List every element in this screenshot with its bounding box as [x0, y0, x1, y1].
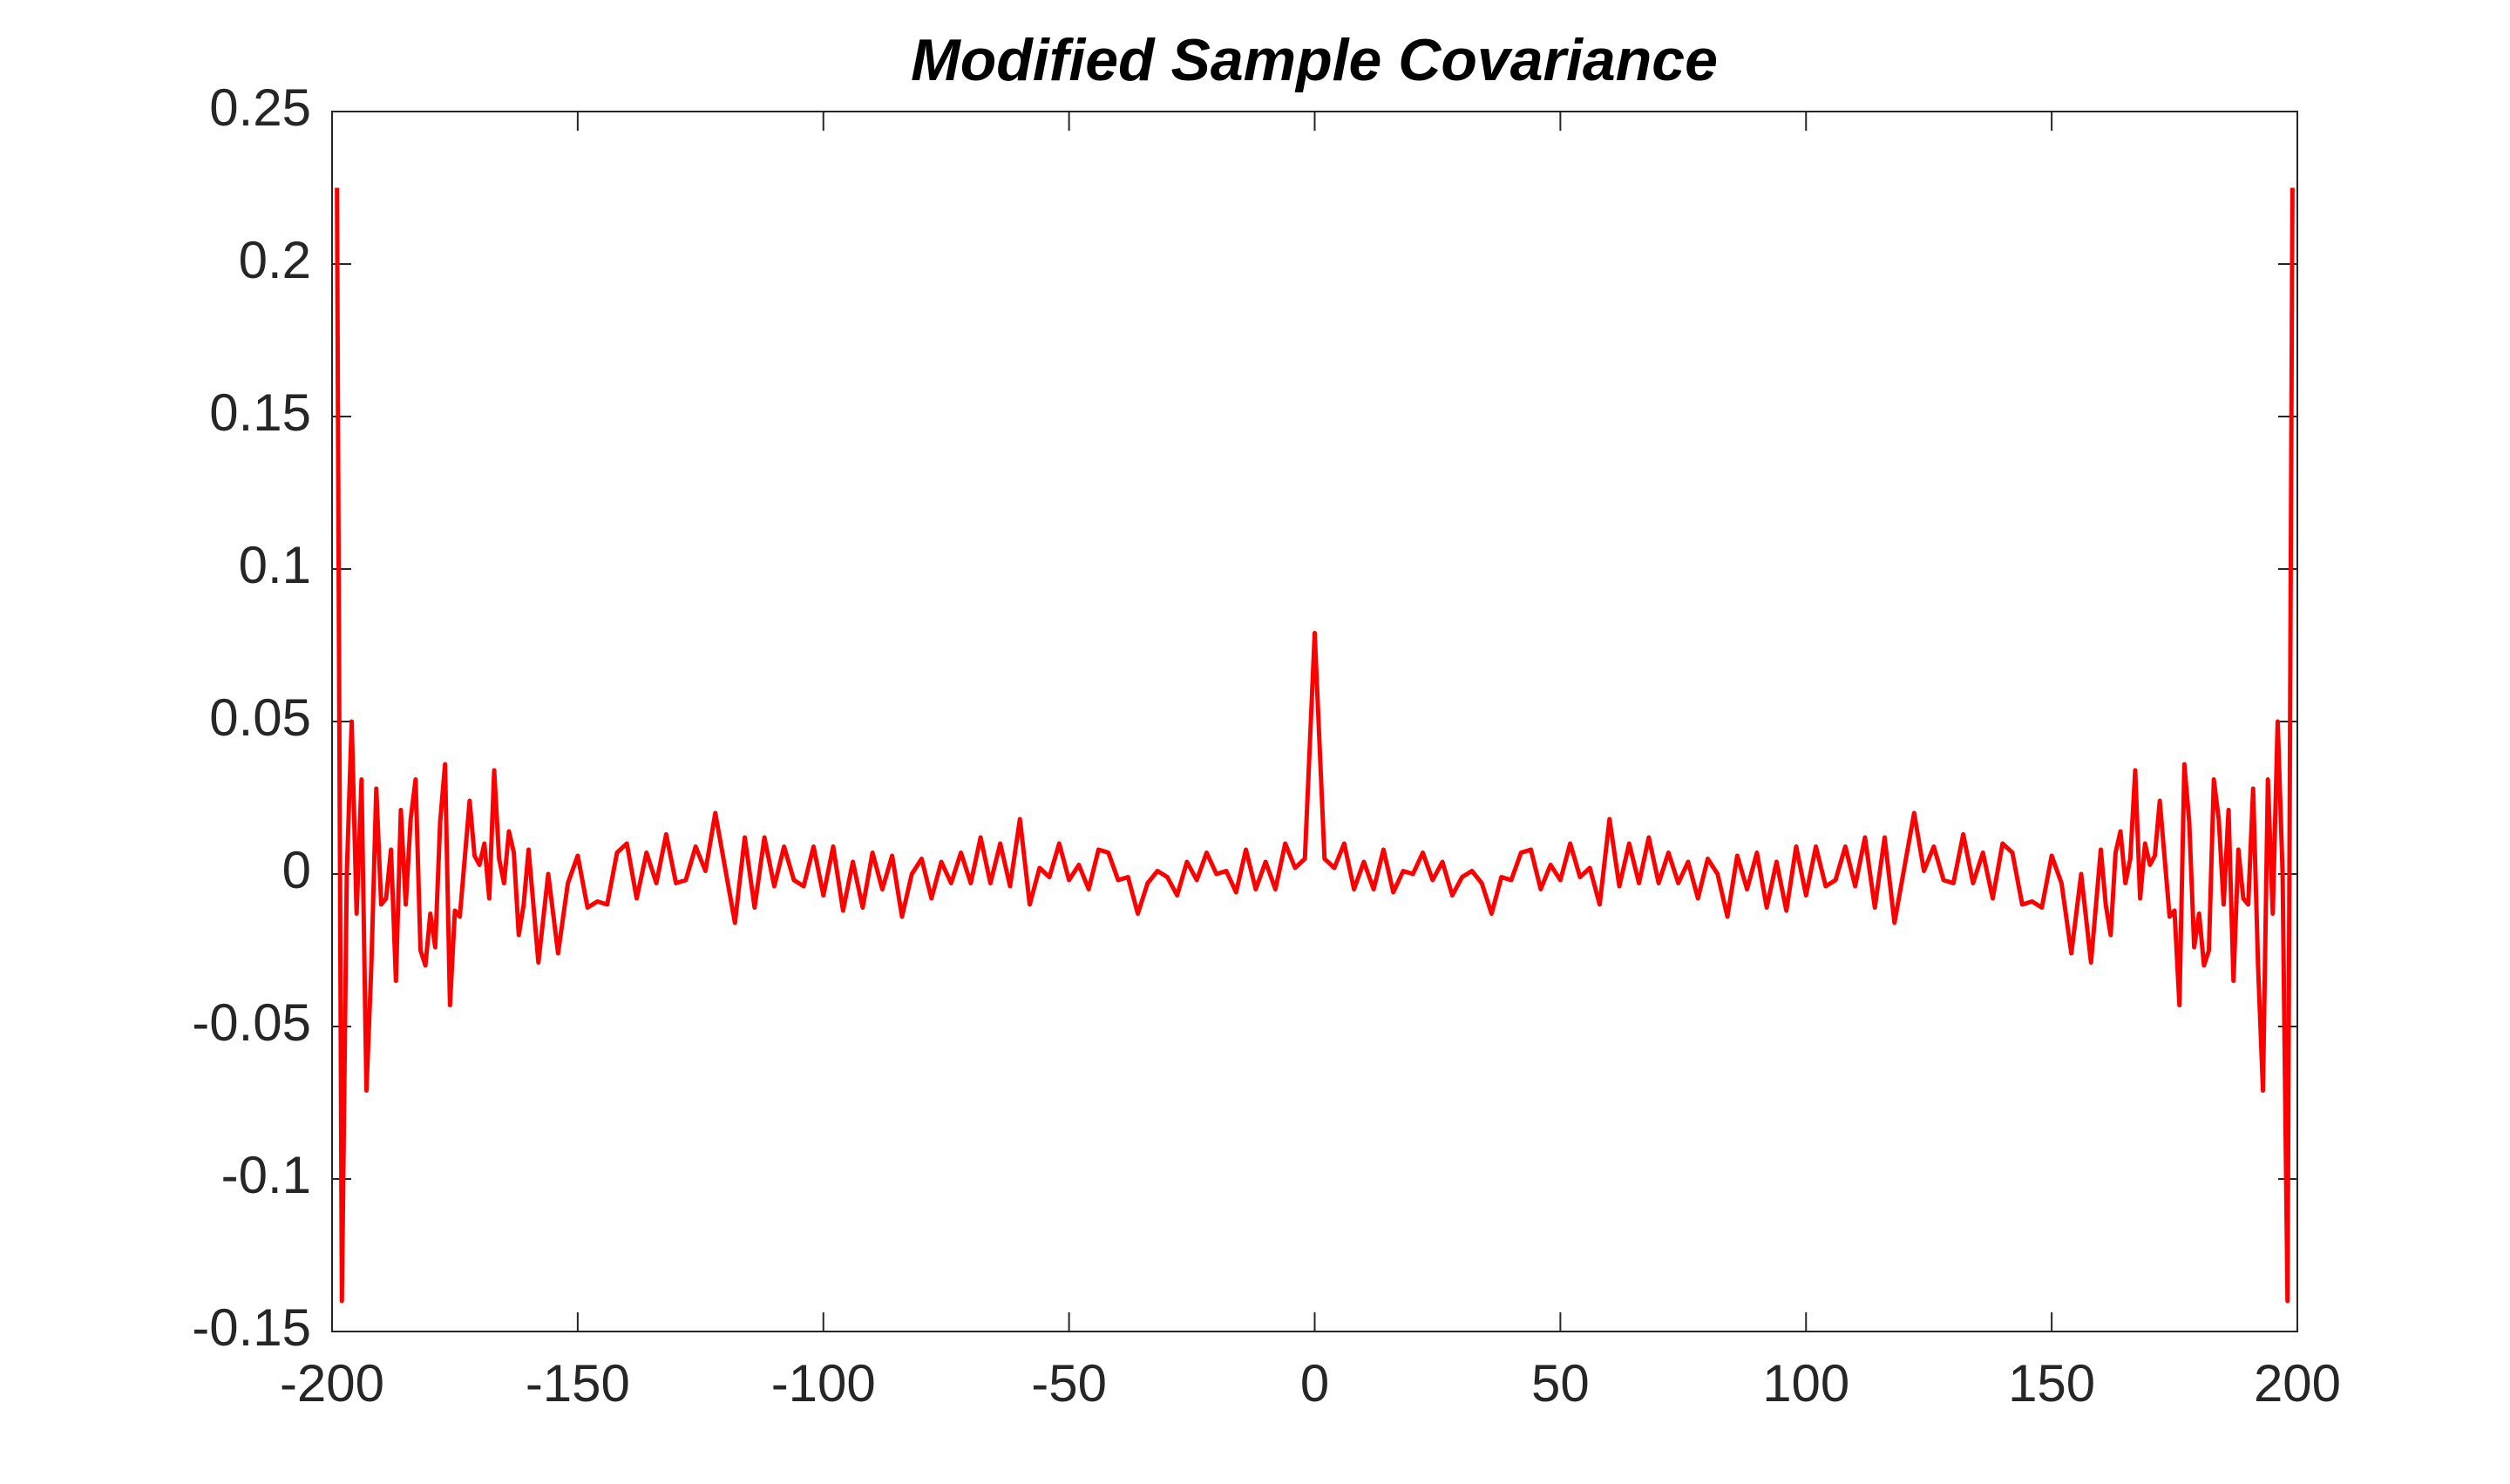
- x-tick-label: -200: [280, 1354, 384, 1413]
- x-tick-label: 0: [1300, 1354, 1329, 1413]
- x-tick-label: 50: [1531, 1354, 1590, 1413]
- x-tick-label: -150: [526, 1354, 630, 1413]
- x-tick-label: 200: [2254, 1354, 2341, 1413]
- y-tick-label: 0.2: [239, 231, 311, 289]
- y-tick-label: 0: [282, 841, 311, 899]
- y-tick-label: 0.05: [209, 688, 311, 747]
- y-tick-label: 0.15: [209, 383, 311, 442]
- y-tick-label: 0.25: [209, 78, 311, 137]
- chart-title: Modified Sample Covariance: [911, 27, 1718, 93]
- x-tick-label: 150: [2008, 1354, 2095, 1413]
- y-tick-label: 0.1: [239, 536, 311, 594]
- y-tick-label: -0.05: [192, 993, 311, 1052]
- data-line: [335, 187, 2295, 1304]
- axis-box: [331, 111, 2298, 1332]
- x-tick-label: -100: [771, 1354, 876, 1413]
- y-tick-label: -0.1: [221, 1146, 311, 1204]
- x-tick-label: -50: [1031, 1354, 1107, 1413]
- y-tick-label: -0.15: [192, 1298, 311, 1357]
- x-tick-label: 100: [1762, 1354, 1849, 1413]
